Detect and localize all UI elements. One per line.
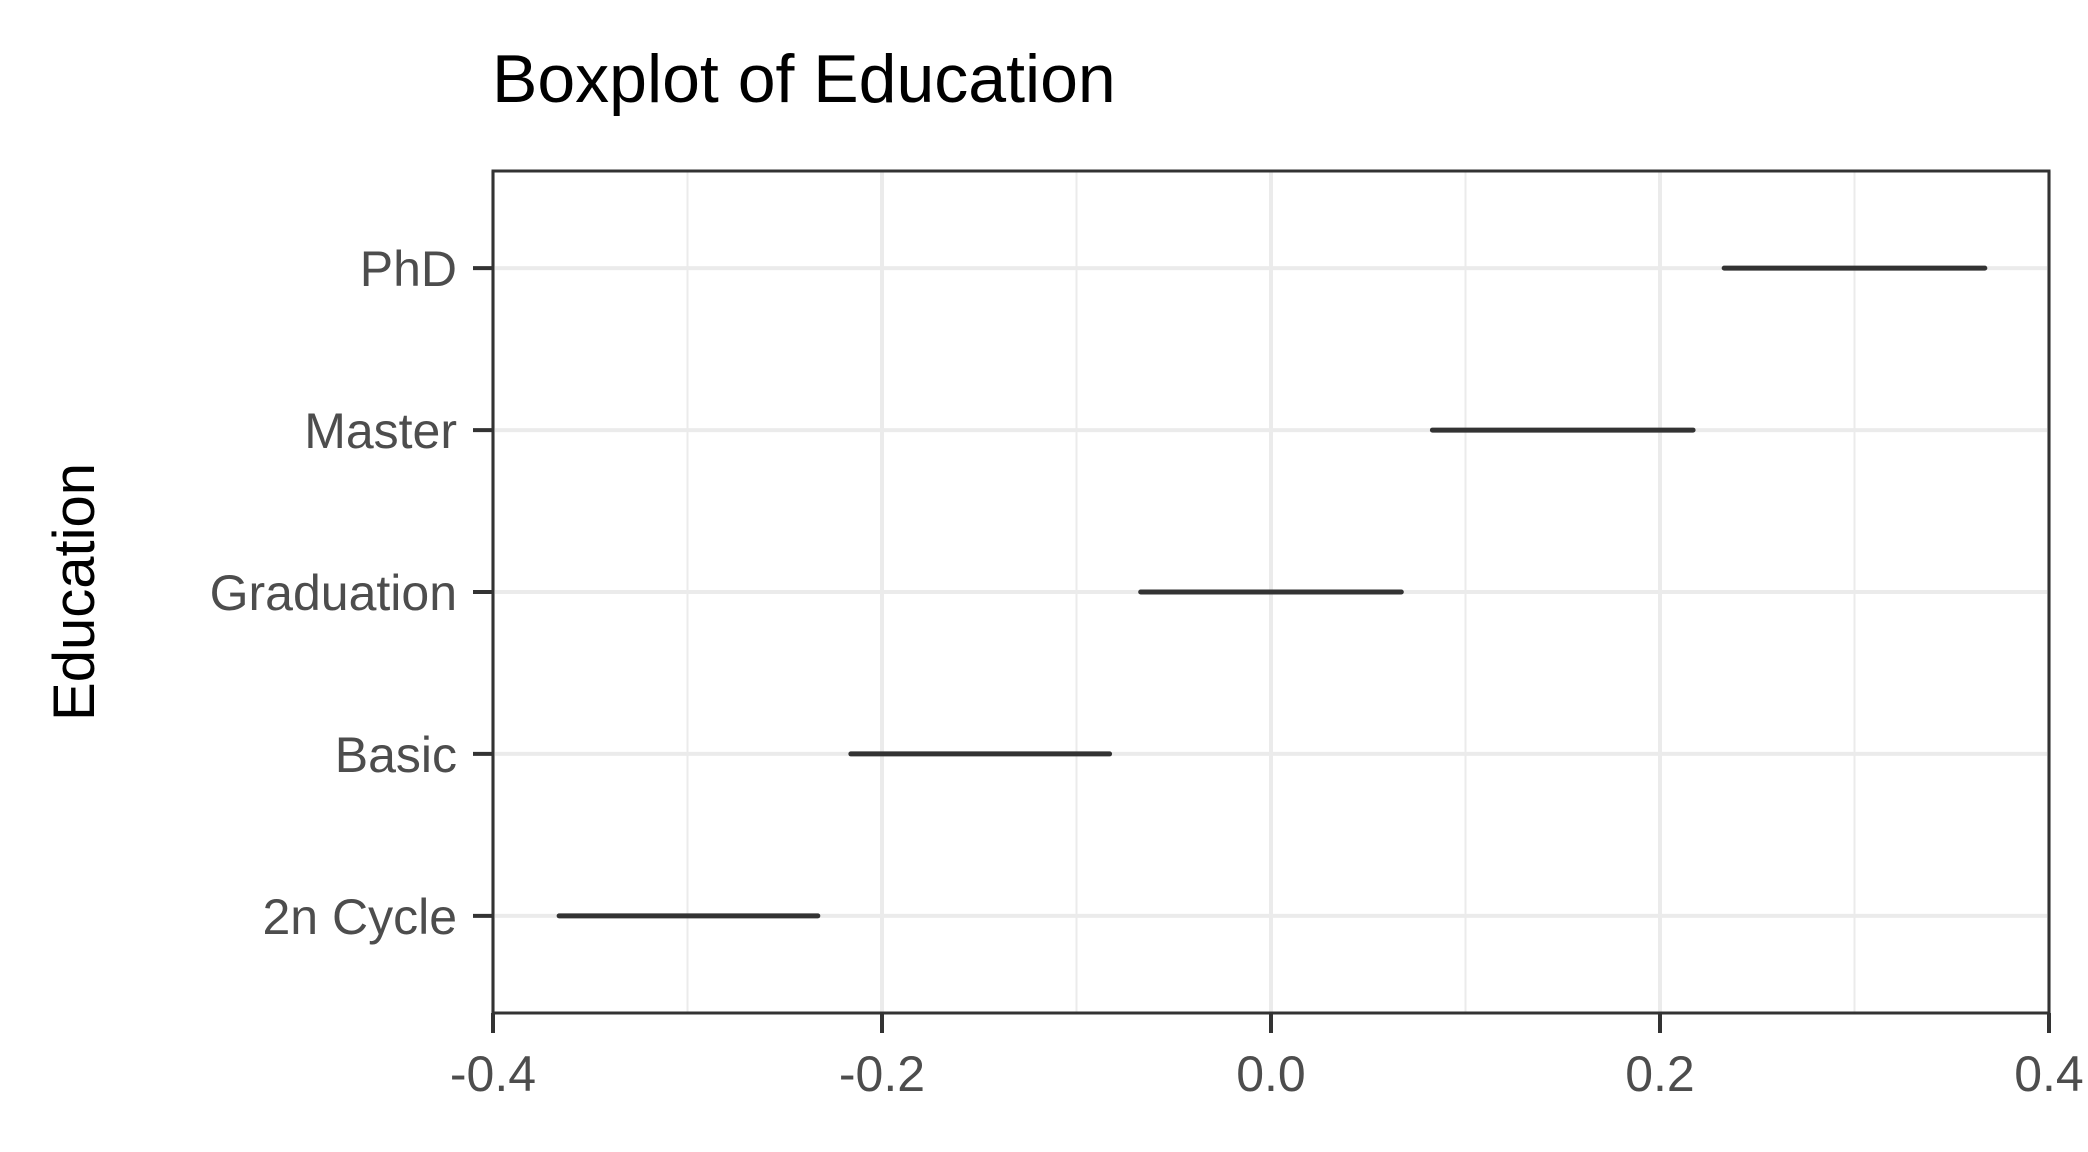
x-tick-label: 0.2 [1625,1046,1695,1102]
x-tick-label: -0.4 [450,1046,536,1102]
x-tick-label: -0.2 [839,1046,925,1102]
chart-title: Boxplot of Education [492,41,1116,117]
box-marks [556,265,1988,919]
x-tick-label: 0.4 [2014,1046,2084,1102]
x-tick-label: 0.0 [1236,1046,1306,1102]
y-axis-title: Education [42,463,107,721]
y-tick-label: Master [304,403,457,459]
y-tick-label: 2n Cycle [262,889,457,945]
axes: 2n Cycle Basic Graduation Master PhD -0.4 -0.2… [210,241,2084,1102]
y-tick-label: Basic [335,727,457,783]
y-tick-label: Graduation [210,565,457,621]
y-tick-label: PhD [360,241,457,297]
